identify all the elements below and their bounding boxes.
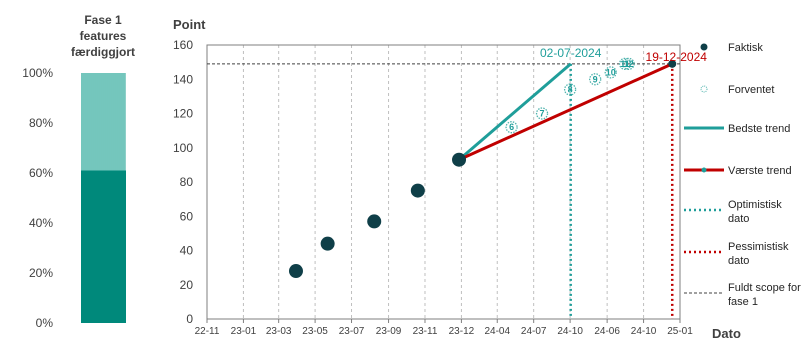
y-axis-title: Point xyxy=(173,17,206,32)
bar-ytick: 80% xyxy=(29,116,53,130)
legend-label: dato xyxy=(728,255,749,267)
bar-ytick: 100% xyxy=(22,66,53,80)
legend-actual-swatch xyxy=(700,43,708,51)
bar-ytick: 60% xyxy=(29,166,53,180)
x-tick-label: 23-01 xyxy=(231,326,257,337)
bar-title-line-3: færdiggjort xyxy=(71,45,135,59)
legend-label: Pessimistisk xyxy=(728,241,789,253)
x-ticks: 22-11 23-01 23-03 23-05 23-07 23-09 23-11 23-12… xyxy=(195,319,693,337)
legend-label: dato xyxy=(728,213,749,225)
expected-point-label: 7 xyxy=(540,109,545,119)
bar-title-line-1: Fase 1 xyxy=(84,13,122,27)
legend: Faktisk Forventet Bedste trend Værste trend… xyxy=(684,42,801,308)
burnup-chart: Point Dato 0 20 40 60 80 100 120 140 160 22-11 23… xyxy=(173,17,801,339)
x-tick-label: 23-07 xyxy=(339,326,365,337)
bar-ytick: 20% xyxy=(29,266,53,280)
actual-point xyxy=(668,59,677,68)
expected-point-label: 10 xyxy=(606,67,616,77)
legend-label: Faktisk xyxy=(728,42,763,54)
legend-label: Fuldt scope for xyxy=(728,282,801,294)
legend-label: Forventet xyxy=(728,84,774,96)
vertical-gridlines xyxy=(242,45,645,319)
y-tick-label: 140 xyxy=(173,72,193,86)
y-ticks: 0 20 40 60 80 100 120 140 160 xyxy=(173,38,193,326)
expected-point xyxy=(589,73,602,86)
expected-point-label: 6 xyxy=(509,122,514,132)
x-tick-label: 24-10 xyxy=(631,326,657,337)
bar-ytick: 40% xyxy=(29,216,53,230)
progress-bar-chart: Fase 1 features færdiggjort 0% 20% 40% 6… xyxy=(22,13,135,330)
y-tick-label: 60 xyxy=(180,209,194,223)
bar-remaining xyxy=(81,73,126,171)
y-tick-label: 80 xyxy=(180,175,194,189)
expected-point xyxy=(563,83,577,96)
bar-completed xyxy=(81,170,126,323)
y-tick-label: 160 xyxy=(173,38,193,52)
plot-frame xyxy=(206,44,681,320)
actual-point xyxy=(288,264,303,279)
x-tick-label: 23-09 xyxy=(376,326,402,337)
actual-point xyxy=(320,236,335,251)
x-tick-label: 23-11 xyxy=(413,326,438,337)
x-tick-label: 23-03 xyxy=(266,326,292,337)
legend-label: Bedste trend xyxy=(728,123,790,135)
actual-point xyxy=(452,152,467,167)
optimistic-date-label: 02-07-2024 xyxy=(540,46,602,60)
x-axis-title: Dato xyxy=(712,326,741,339)
legend-label: Optimistisk xyxy=(728,199,782,211)
legend-worst-marker xyxy=(701,167,707,173)
expected-point-label: 8 xyxy=(568,85,573,95)
expected-point xyxy=(604,66,617,79)
bar-title-line-2: features xyxy=(80,29,127,43)
expected-point xyxy=(622,57,635,70)
y-tick-label: 0 xyxy=(186,312,193,326)
expected-point-label: 12 xyxy=(624,59,634,69)
best-trend-line xyxy=(458,62,572,161)
series-layer xyxy=(207,57,680,319)
legend-expected-swatch xyxy=(700,85,708,93)
x-tick-label: 24-06 xyxy=(594,326,620,337)
bar-ytick: 0% xyxy=(36,316,54,330)
expected-point xyxy=(505,121,518,134)
y-tick-label: 100 xyxy=(173,141,193,155)
legend-label: fase 1 xyxy=(728,296,758,308)
expected-point-label: 9 xyxy=(593,74,598,84)
expected-point-label: 11 xyxy=(620,59,630,69)
x-tick-label: 24-04 xyxy=(484,326,510,337)
x-tick-label: 24-07 xyxy=(521,326,547,337)
expected-point xyxy=(618,57,632,70)
worst-trend-line xyxy=(458,62,673,162)
x-tick-label: 25-01 xyxy=(667,326,693,337)
x-tick-label: 23-05 xyxy=(302,326,328,337)
actual-point xyxy=(410,183,425,198)
actual-point xyxy=(367,214,382,229)
expected-point xyxy=(535,107,549,120)
y-tick-label: 40 xyxy=(180,244,194,258)
pessimistic-date-label: 19-12-2024 xyxy=(646,50,708,64)
x-tick-label: 23-12 xyxy=(449,326,475,337)
legend-label: Værste trend xyxy=(728,165,792,177)
x-tick-label: 22-11 xyxy=(195,326,220,337)
y-tick-label: 20 xyxy=(180,278,194,292)
y-tick-label: 120 xyxy=(173,107,193,121)
x-tick-label: 24-10 xyxy=(557,326,583,337)
